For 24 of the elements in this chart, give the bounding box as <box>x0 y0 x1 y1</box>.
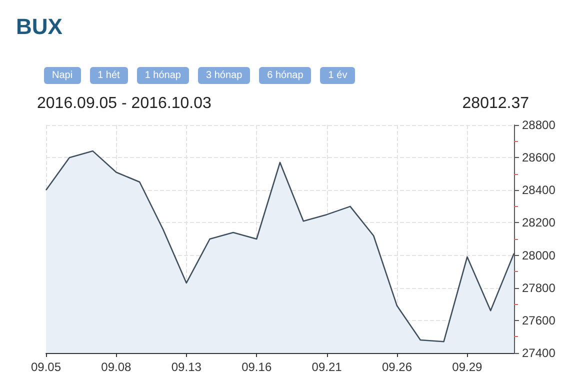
button: Napi <box>44 67 81 84</box>
button: 1 hónap <box>136 67 189 84</box>
y-tick-label: 27400 <box>522 346 556 360</box>
x-tick-label: 09.13 <box>171 360 202 374</box>
y-tick-label: 28400 <box>522 183 556 198</box>
button: 6 hónap <box>259 67 312 84</box>
text: 28012.37 <box>462 95 529 113</box>
y-tick-label: 28600 <box>522 150 556 165</box>
button: 1 hét <box>90 67 128 84</box>
chart-title: BUX <box>16 14 62 40</box>
button: 1 év <box>320 67 356 84</box>
x-tick-label: 09.26 <box>382 360 412 374</box>
x-tick-label: 09.16 <box>242 360 272 374</box>
x-tick-label: 09.29 <box>452 360 483 374</box>
x-tick-label: 09.21 <box>312 360 342 374</box>
chart-subtitle: 2016.09.05 - 2016.10.03 <box>37 95 212 113</box>
y-tick-label: 28800 <box>522 118 556 132</box>
y-tick-label: 28000 <box>522 248 556 262</box>
y-tick-label: 27600 <box>522 313 556 328</box>
x-tick-label: 09.05 <box>30 360 62 374</box>
y-tick-label: 27800 <box>522 280 556 295</box>
x-tick-label: 09.08 <box>101 360 132 374</box>
y-tick-label: 28200 <box>522 216 556 230</box>
button: 3 hónap <box>198 67 250 84</box>
